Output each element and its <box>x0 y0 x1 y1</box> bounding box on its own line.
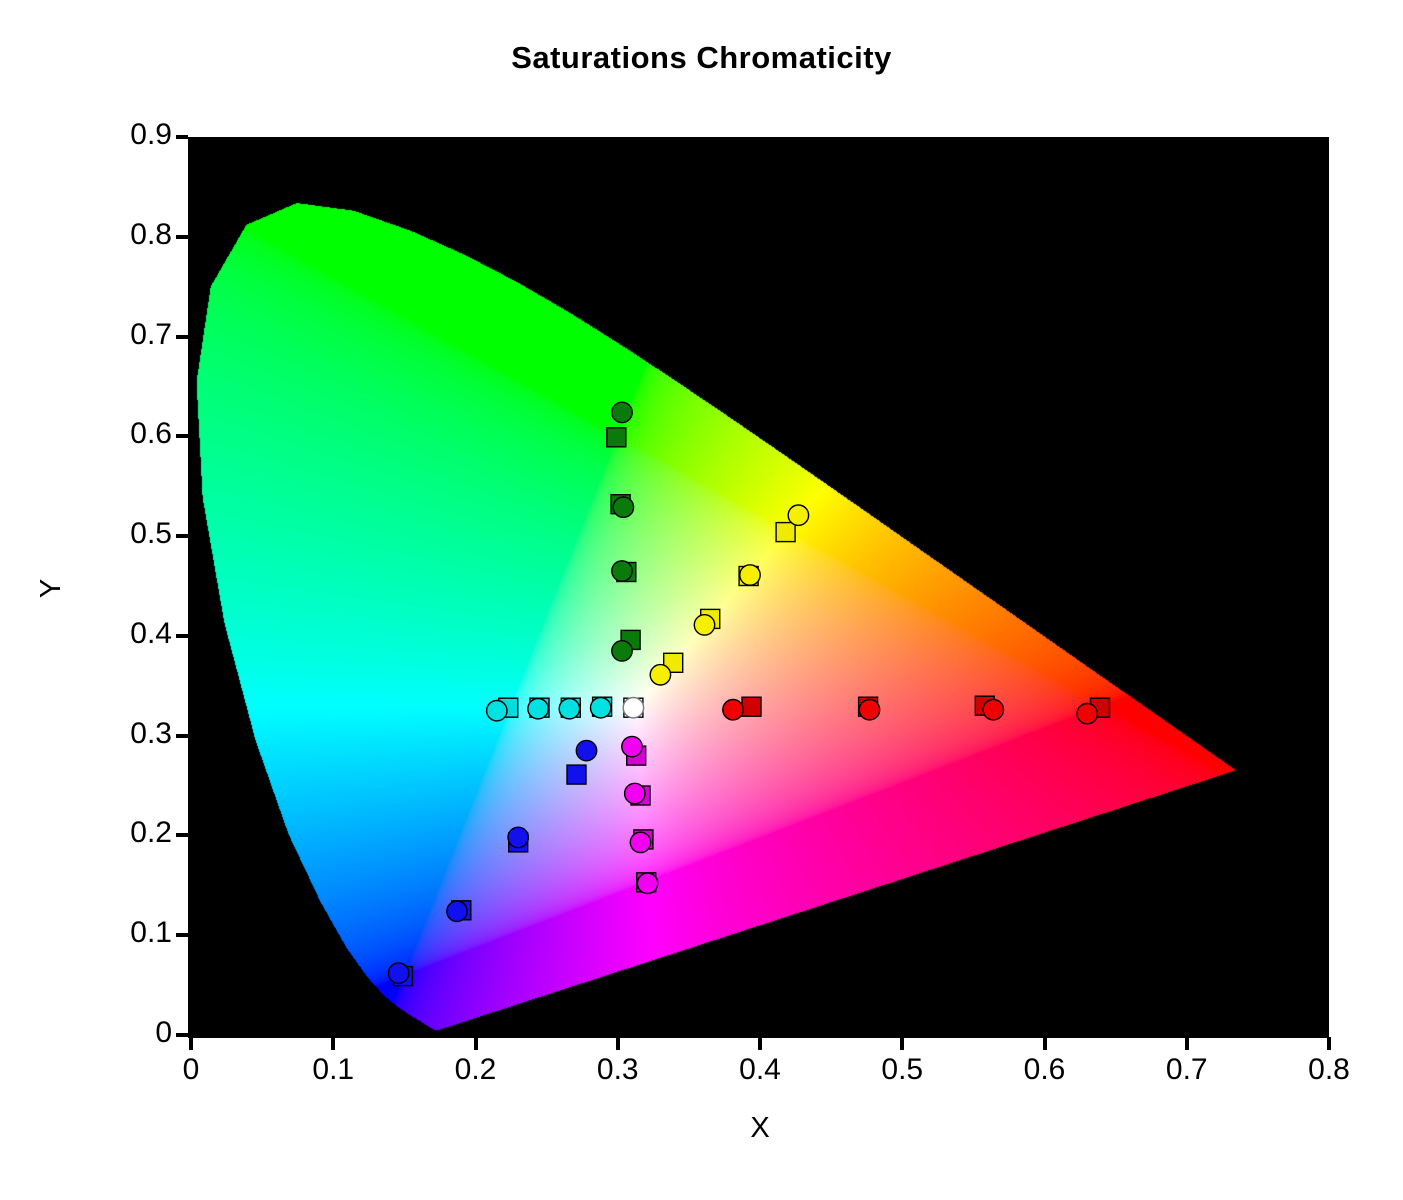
red-measured-marker <box>1076 702 1099 725</box>
yellow-reference-marker <box>775 521 796 543</box>
y-tick-label: 0 <box>155 1016 172 1049</box>
blue-measured-marker <box>446 900 468 923</box>
magenta-measured-marker <box>623 782 646 805</box>
y-tick-label: 0.8 <box>130 217 172 251</box>
x-tick-label: 0.4 <box>739 1053 781 1086</box>
x-tick <box>189 1037 193 1050</box>
cyan-measured-marker <box>589 696 612 719</box>
x-tick <box>1184 1037 1189 1050</box>
x-tick-label: 0.5 <box>881 1053 924 1086</box>
cie-gamut-canvas <box>191 137 1329 1035</box>
x-tick-label: 0.7 <box>1165 1053 1208 1086</box>
blue-measured-marker <box>575 739 598 762</box>
plot-area <box>191 137 1329 1035</box>
y-tick-label: 0.9 <box>130 118 172 151</box>
red-reference-marker <box>741 696 762 717</box>
cyan-measured-marker <box>527 697 549 720</box>
y-tick <box>176 633 188 638</box>
y-tick <box>176 933 188 938</box>
y-tick-label: 0.6 <box>130 417 172 451</box>
magenta-measured-marker <box>621 735 643 758</box>
green-measured-marker <box>612 496 635 519</box>
y-axis-line <box>188 137 192 1035</box>
y-tick <box>176 833 188 838</box>
blue-measured-marker <box>507 826 530 849</box>
x-tick-label: 0.2 <box>454 1053 497 1086</box>
x-tick <box>1327 1037 1331 1050</box>
red-measured-marker <box>722 698 744 721</box>
x-tick <box>758 1037 762 1050</box>
blue-reference-marker <box>566 764 587 785</box>
y-tick-label: 0.5 <box>130 517 172 551</box>
y-tick <box>176 334 188 339</box>
y-axis-title: Y <box>35 578 68 599</box>
green-measured-marker <box>611 401 633 424</box>
x-tick <box>1042 1037 1047 1050</box>
y-tick <box>176 733 188 738</box>
x-tick-label: 0 <box>182 1053 200 1086</box>
chart-title: Saturations Chromaticity <box>511 40 892 75</box>
x-tick <box>331 1037 336 1050</box>
y-tick-label: 0.7 <box>130 317 172 351</box>
x-tick-label: 0.1 <box>312 1053 355 1086</box>
yellow-measured-marker <box>739 564 761 586</box>
cyan-measured-marker <box>558 697 581 720</box>
white-measured-marker <box>622 696 645 719</box>
x-tick-label: 0.8 <box>1308 1053 1350 1086</box>
y-tick <box>176 1033 188 1037</box>
y-tick <box>176 234 188 239</box>
magenta-measured-marker <box>636 872 659 895</box>
x-axis-title: X <box>750 1112 770 1144</box>
blue-measured-marker <box>387 962 410 984</box>
yellow-measured-marker <box>787 504 810 527</box>
y-tick-label: 0.2 <box>130 816 172 850</box>
y-tick-label: 0.3 <box>130 716 172 750</box>
magenta-measured-marker <box>629 831 652 854</box>
red-measured-marker <box>858 698 881 721</box>
y-tick <box>176 135 188 139</box>
y-tick <box>176 434 188 439</box>
y-tick <box>176 534 188 539</box>
x-tick-label: 0.3 <box>596 1053 639 1086</box>
x-tick <box>900 1037 905 1050</box>
x-tick <box>615 1037 620 1050</box>
y-tick-label: 0.1 <box>130 916 172 950</box>
x-tick <box>473 1037 478 1050</box>
red-measured-marker <box>982 698 1005 721</box>
data-markers-layer <box>387 401 1111 987</box>
green-measured-marker <box>611 560 633 582</box>
y-tick-label: 0.4 <box>130 616 172 650</box>
yellow-measured-marker <box>649 663 672 686</box>
cyan-measured-marker <box>485 699 508 722</box>
yellow-measured-marker <box>693 613 716 636</box>
x-tick-label: 0.6 <box>1023 1053 1066 1086</box>
x-axis-line <box>188 1034 1329 1038</box>
green-measured-marker <box>611 640 633 662</box>
green-reference-marker <box>606 427 627 448</box>
